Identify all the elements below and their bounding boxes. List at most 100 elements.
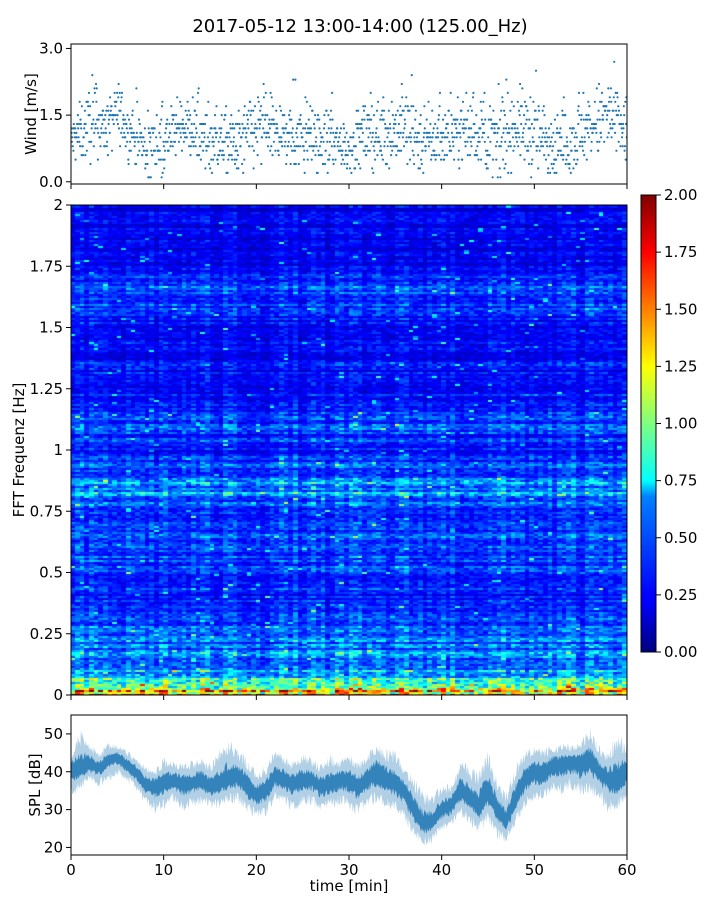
wind-point xyxy=(543,136,547,139)
wind-point xyxy=(329,131,332,134)
wind-point xyxy=(370,118,373,121)
wind-point xyxy=(231,127,234,130)
wind-point xyxy=(504,140,507,143)
wind-point xyxy=(219,136,222,139)
wind-point xyxy=(329,118,332,121)
wind-point xyxy=(289,145,293,148)
wind-point xyxy=(294,78,297,81)
wind-point xyxy=(89,162,92,166)
wind-point xyxy=(409,140,412,143)
wind-point xyxy=(285,162,288,166)
wind-point xyxy=(208,131,211,134)
wind-point xyxy=(467,109,470,112)
wind-point xyxy=(458,122,461,126)
wind-point xyxy=(226,171,229,174)
wind-point xyxy=(383,145,386,148)
wind-point xyxy=(468,127,471,130)
wind-point xyxy=(187,109,190,112)
wind-point xyxy=(397,122,400,126)
wind-point xyxy=(185,122,188,126)
wind-point xyxy=(120,91,124,94)
wind-point xyxy=(541,109,544,112)
wind-point xyxy=(530,162,533,166)
wind-point xyxy=(421,149,424,152)
spl-ylabel: SPL [dB] xyxy=(26,753,44,816)
wind-point xyxy=(612,96,615,99)
wind-point xyxy=(413,162,416,166)
wind-point xyxy=(387,109,390,112)
wind-point xyxy=(266,114,269,117)
wind-point xyxy=(88,114,91,117)
wind-point xyxy=(188,131,191,134)
wind-point xyxy=(135,131,138,134)
wind-point xyxy=(99,145,102,148)
wind-point xyxy=(529,127,532,130)
wind-point xyxy=(192,136,195,139)
wind-point xyxy=(298,122,301,126)
wind-point xyxy=(536,145,540,148)
wind-point xyxy=(313,127,316,130)
wind-point xyxy=(617,105,620,108)
wind-point xyxy=(598,118,601,121)
wind-point xyxy=(231,158,234,161)
wind-point xyxy=(71,136,74,139)
wind-point xyxy=(229,127,232,130)
wind-point xyxy=(215,136,218,139)
wind-point xyxy=(482,122,485,126)
wind-point xyxy=(526,109,529,112)
wind-point xyxy=(464,127,467,130)
wind-point xyxy=(615,149,618,152)
spectrogram-panel: 0 0.25 0.5 0.75 1 1.25 1.5 1.75 2 FFT Frequenz [… xyxy=(10,196,628,704)
wind-point xyxy=(322,140,325,143)
wind-point xyxy=(371,131,374,134)
wind-point xyxy=(484,118,487,121)
wind-point xyxy=(229,122,232,126)
spectrogram-ytick-label: 1.5 xyxy=(39,319,63,337)
wind-point xyxy=(347,140,350,143)
wind-point xyxy=(423,127,426,130)
wind-point xyxy=(554,158,558,161)
wind-point xyxy=(516,100,519,103)
wind-point xyxy=(561,114,564,117)
wind-point xyxy=(450,131,453,134)
wind-point xyxy=(347,145,350,148)
wind-point xyxy=(367,149,370,152)
wind-point xyxy=(343,140,346,143)
spl-xtick-label: 30 xyxy=(339,861,358,879)
wind-point xyxy=(115,118,118,121)
wind-point xyxy=(122,114,125,117)
wind-point xyxy=(409,131,412,134)
wind-point xyxy=(377,136,380,139)
wind-point xyxy=(209,167,212,170)
wind-point xyxy=(71,145,74,148)
wind-point xyxy=(261,114,264,117)
wind-point xyxy=(373,149,376,152)
wind-point xyxy=(189,154,192,157)
wind-point xyxy=(328,158,331,161)
wind-point xyxy=(399,131,402,134)
wind-point xyxy=(272,118,275,121)
wind-point xyxy=(135,162,138,166)
wind-point xyxy=(348,167,351,170)
wind-point xyxy=(94,122,97,126)
wind-point xyxy=(594,122,598,126)
wind-point xyxy=(94,127,97,130)
wind-point xyxy=(521,136,524,139)
wind-point xyxy=(107,109,110,112)
wind-point xyxy=(582,91,585,94)
wind-point xyxy=(234,122,237,126)
wind-point xyxy=(106,154,109,157)
wind-point xyxy=(583,136,586,139)
wind-point xyxy=(372,114,376,117)
wind-point xyxy=(623,145,627,148)
wind-point xyxy=(326,171,329,174)
wind-point xyxy=(414,109,417,112)
wind-point xyxy=(417,154,420,157)
wind-point xyxy=(530,176,533,179)
wind-point xyxy=(582,149,585,152)
wind-point xyxy=(503,167,506,170)
wind-point xyxy=(532,100,535,103)
wind-point xyxy=(616,114,620,117)
wind-point xyxy=(610,118,614,121)
wind-point xyxy=(417,131,420,134)
